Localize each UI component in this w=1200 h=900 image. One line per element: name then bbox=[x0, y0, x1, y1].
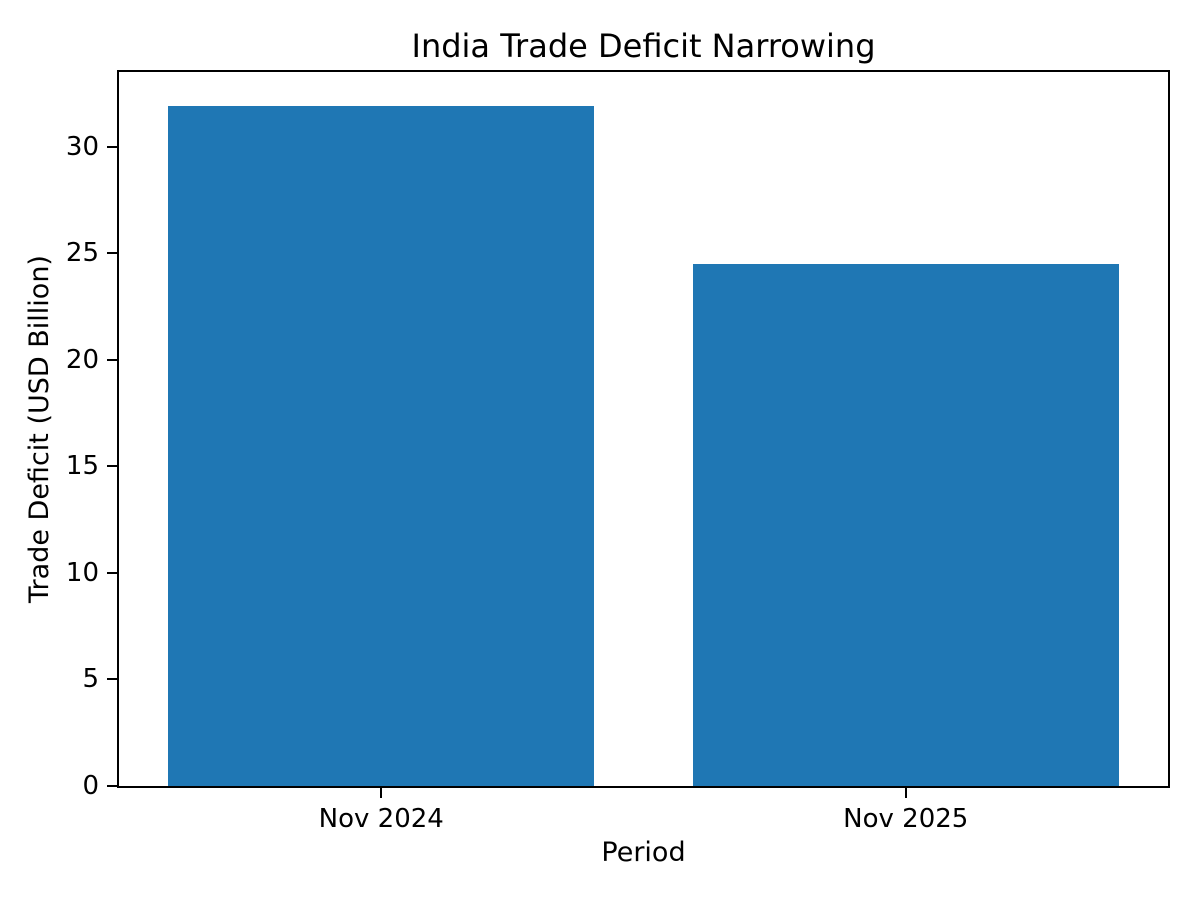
y-tick-label-20: 20 bbox=[65, 344, 99, 375]
bar-nov-2025 bbox=[692, 263, 1119, 786]
y-tick-mark-10 bbox=[107, 571, 117, 574]
y-tick-label-30: 30 bbox=[65, 131, 99, 162]
y-tick-mark-15 bbox=[107, 465, 117, 468]
x-tick-label-2: Nov 2025 bbox=[843, 804, 969, 834]
y-tick-label-10: 10 bbox=[65, 557, 99, 588]
y-tick-mark-25 bbox=[107, 252, 117, 255]
x-axis-label: Period bbox=[601, 837, 686, 868]
x-tick-label-1: Nov 2024 bbox=[318, 804, 444, 834]
y-tick-mark-30 bbox=[107, 145, 117, 148]
chart-title: India Trade Deficit Narrowing bbox=[411, 27, 876, 65]
y-axis-label-text: Trade Deficit (USD Billion) bbox=[24, 255, 55, 603]
x-tick-mark-1 bbox=[380, 788, 383, 798]
y-tick-label-5: 5 bbox=[82, 664, 99, 695]
bar-nov-2024 bbox=[168, 106, 595, 786]
y-tick-label-25: 25 bbox=[65, 238, 99, 269]
y-tick-label-0: 0 bbox=[82, 771, 99, 801]
y-tick-label-15: 15 bbox=[65, 451, 99, 482]
y-tick-mark-0 bbox=[107, 785, 117, 787]
x-tick-mark-2 bbox=[904, 788, 907, 798]
y-tick-mark-20 bbox=[107, 358, 117, 361]
y-tick-mark-5 bbox=[107, 678, 117, 681]
plot-area bbox=[117, 70, 1170, 788]
